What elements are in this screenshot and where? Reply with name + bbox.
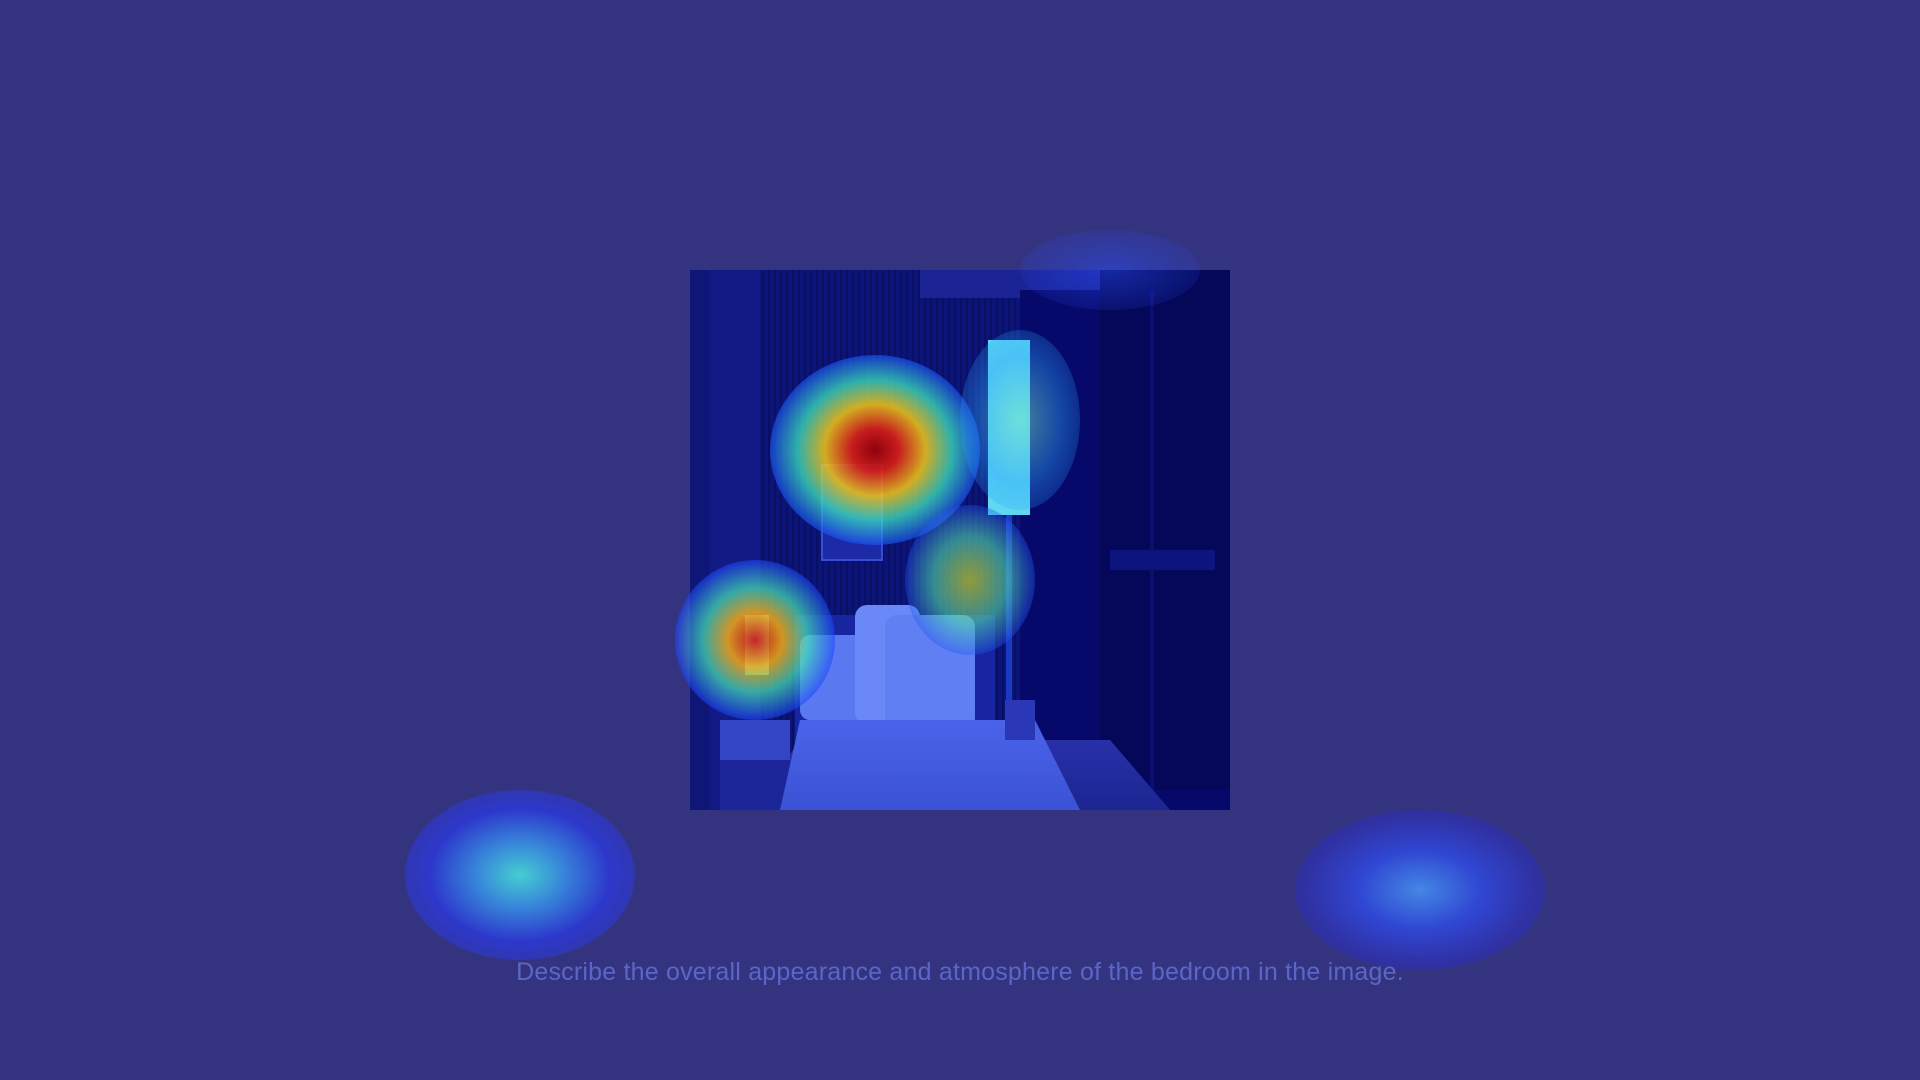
bedroom-scene (690, 270, 1230, 810)
heat-spot-bottom-left (405, 790, 635, 960)
heat-spot-bottom-right (1295, 810, 1545, 970)
caption-text: Describe the overall appearance and atmo… (516, 958, 1404, 986)
bedroom-photo (690, 270, 1230, 810)
